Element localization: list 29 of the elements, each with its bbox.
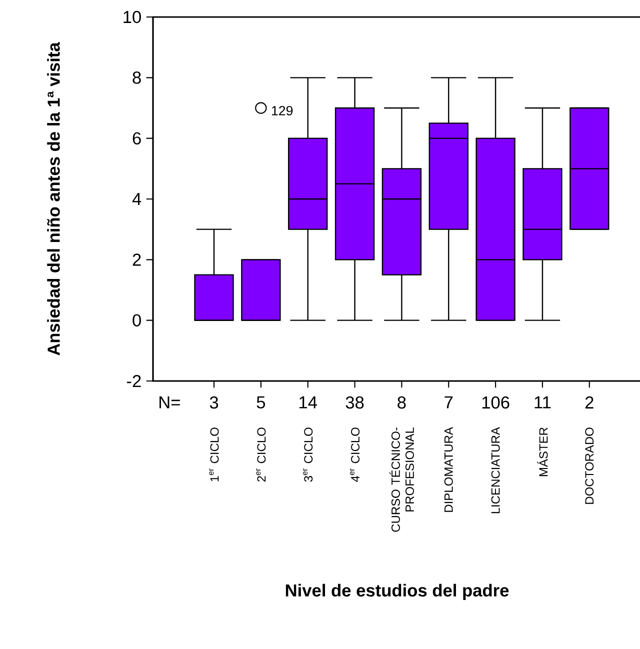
- y-tick-label: 10: [124, 10, 141, 24]
- x-tick-label: MÁSTER: [537, 428, 548, 476]
- x-tick-label: DIPLOMATURA: [444, 427, 453, 512]
- y-tick-label: 8: [132, 72, 141, 84]
- text: 3: [210, 396, 218, 409]
- x-tick-label: LICENCIATURA: [491, 427, 500, 514]
- text: 7: [444, 396, 453, 408]
- text: 106: [482, 396, 510, 409]
- text: N=: [160, 396, 180, 408]
- x-tick-label: 2$^{er}$ CICLO: [256, 428, 266, 482]
- text: 5: [256, 396, 266, 408]
- text: 2: [585, 396, 594, 408]
- x-tick-label: CURSO TÉCNICO-PROFESIONAL: [389, 427, 414, 532]
- text: 14: [300, 396, 317, 408]
- x-tick-label: DOCTORADO: [585, 428, 594, 504]
- text: 38: [346, 396, 364, 409]
- y-tick-label: -2: [126, 374, 141, 388]
- x-tick-label: 4$^{er}$ CICLO: [350, 428, 360, 482]
- y-tick-label: 6: [132, 132, 141, 144]
- x-tick-label: 1$^{er}$ CICLO: [209, 428, 219, 482]
- y-axis-title: Ansiedad del niño antes de la 1ª visita: [47, 42, 60, 356]
- y-tick-label: 0: [132, 314, 141, 326]
- text: 11: [534, 396, 551, 408]
- text: 8: [398, 396, 406, 409]
- y-tick-label: 2: [132, 254, 141, 266]
- y-tick-label: 4: [132, 193, 142, 205]
- x-axis-title: Nivel de estudios del padre: [286, 584, 509, 600]
- x-tick-label: 3$^{er}$ CICLO: [303, 428, 313, 482]
- annotation: 129: [272, 106, 293, 116]
